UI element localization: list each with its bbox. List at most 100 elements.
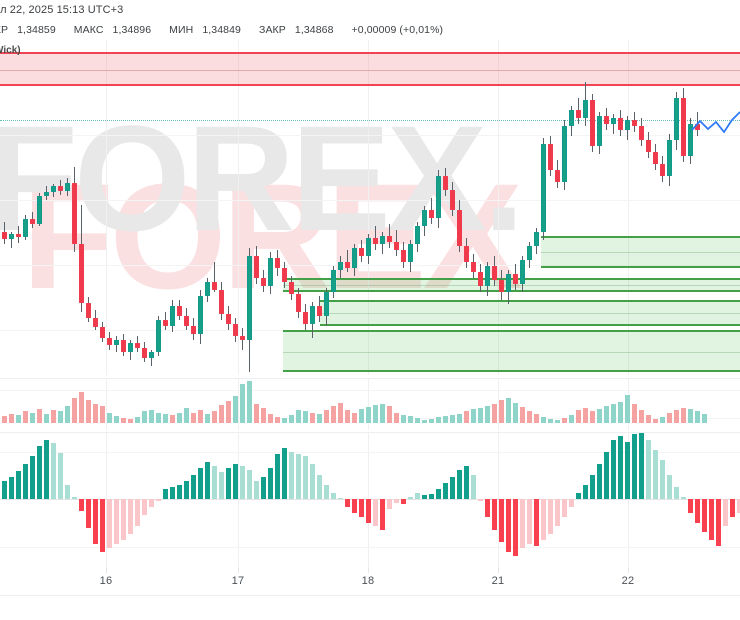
volume-bar[interactable]	[247, 381, 253, 423]
volume-bar[interactable]	[667, 412, 673, 423]
demand-zone[interactable]	[320, 300, 740, 326]
volume-bar[interactable]	[681, 408, 687, 423]
macd-histogram-bar[interactable]	[317, 474, 323, 499]
volume-bar[interactable]	[2, 415, 8, 423]
time-axis-pane[interactable]: 16 17 18 21 22	[0, 567, 740, 620]
volume-bar[interactable]	[562, 417, 568, 423]
candlestick[interactable]	[282, 40, 288, 375]
candlestick[interactable]	[632, 40, 638, 375]
candlestick[interactable]	[233, 40, 239, 375]
volume-bar[interactable]	[569, 414, 575, 423]
demand-zone[interactable]	[283, 330, 740, 372]
volume-bar[interactable]	[177, 412, 183, 423]
candlestick[interactable]	[310, 40, 316, 375]
candlestick[interactable]	[527, 40, 533, 375]
macd-histogram-bar[interactable]	[289, 452, 295, 499]
macd-histogram-bar[interactable]	[695, 499, 701, 524]
macd-histogram-bar[interactable]	[58, 453, 64, 499]
candlestick[interactable]	[352, 40, 358, 375]
volume-bar[interactable]	[695, 411, 701, 423]
macd-histogram-bar[interactable]	[688, 499, 694, 514]
volume-bar[interactable]	[590, 411, 596, 423]
volume-bar[interactable]	[415, 417, 421, 423]
volume-bar[interactable]	[548, 418, 554, 423]
macd-histogram-bar[interactable]	[100, 499, 106, 553]
candlestick[interactable]	[408, 40, 414, 375]
macd-histogram-bar[interactable]	[625, 441, 631, 499]
macd-histogram-bar[interactable]	[737, 499, 740, 514]
macd-histogram-bar[interactable]	[37, 445, 43, 499]
candlestick[interactable]	[345, 40, 351, 375]
macd-histogram-bar[interactable]	[23, 464, 29, 499]
candlestick[interactable]	[268, 40, 274, 375]
candlestick[interactable]	[569, 40, 575, 375]
macd-histogram-bar[interactable]	[555, 499, 561, 526]
macd-histogram-bar[interactable]	[268, 468, 274, 499]
volume-bar[interactable]	[79, 391, 85, 423]
macd-histogram-bar[interactable]	[163, 488, 169, 499]
candlestick[interactable]	[254, 40, 260, 375]
macd-histogram-bar[interactable]	[51, 442, 57, 499]
volume-bar[interactable]	[9, 413, 15, 423]
macd-histogram-bar[interactable]	[86, 499, 92, 528]
candlestick[interactable]	[499, 40, 505, 375]
volume-bar[interactable]	[142, 411, 148, 423]
candlestick[interactable]	[58, 40, 64, 375]
candlestick[interactable]	[688, 40, 694, 375]
volume-bar[interactable]	[408, 415, 414, 423]
macd-histogram-bar[interactable]	[653, 450, 659, 499]
macd-histogram-bar[interactable]	[296, 454, 302, 499]
candlestick[interactable]	[492, 40, 498, 375]
volume-bar[interactable]	[37, 409, 43, 423]
candlestick[interactable]	[149, 40, 155, 375]
macd-histogram-bar[interactable]	[597, 464, 603, 499]
macd-histogram-bar[interactable]	[9, 476, 15, 499]
candlestick[interactable]	[576, 40, 582, 375]
candlestick[interactable]	[296, 40, 302, 375]
volume-bar[interactable]	[198, 410, 204, 423]
macd-histogram-bar[interactable]	[107, 499, 113, 548]
candlestick[interactable]	[170, 40, 176, 375]
macd-histogram-bar[interactable]	[632, 433, 638, 499]
macd-histogram-bar[interactable]	[331, 492, 337, 499]
macd-histogram-bar[interactable]	[618, 435, 624, 499]
macd-histogram-bar[interactable]	[65, 484, 71, 499]
volume-bar[interactable]	[429, 418, 435, 423]
volume-bar[interactable]	[625, 394, 631, 423]
candlestick[interactable]	[562, 40, 568, 375]
candlestick[interactable]	[86, 40, 92, 375]
candlestick[interactable]	[121, 40, 127, 375]
candlestick[interactable]	[191, 40, 197, 375]
macd-histogram-bar[interactable]	[156, 499, 162, 502]
macd-histogram-bar[interactable]	[177, 484, 183, 499]
candlestick[interactable]	[548, 40, 554, 375]
candlestick[interactable]	[107, 40, 113, 375]
volume-bar[interactable]	[394, 412, 400, 423]
volume-bar[interactable]	[660, 416, 666, 423]
candlestick[interactable]	[226, 40, 232, 375]
volume-bar[interactable]	[471, 409, 477, 423]
macd-histogram-bar[interactable]	[562, 499, 568, 518]
volume-bar[interactable]	[65, 406, 71, 423]
macd-histogram-bar[interactable]	[408, 496, 414, 499]
candlestick[interactable]	[338, 40, 344, 375]
candlestick[interactable]	[394, 40, 400, 375]
macd-histogram-bar[interactable]	[170, 486, 176, 499]
volume-bar[interactable]	[30, 412, 36, 423]
candlestick[interactable]	[422, 40, 428, 375]
volume-bar[interactable]	[457, 413, 463, 423]
candlestick[interactable]	[79, 40, 85, 375]
volume-bar[interactable]	[618, 402, 624, 423]
macd-histogram-bar[interactable]	[583, 484, 589, 499]
volume-bar[interactable]	[317, 413, 323, 423]
volume-bar[interactable]	[401, 414, 407, 423]
macd-histogram-bar[interactable]	[2, 480, 8, 499]
candlestick[interactable]	[660, 40, 666, 375]
macd-histogram-bar[interactable]	[492, 499, 498, 530]
macd-histogram-bar[interactable]	[723, 499, 729, 526]
candlestick[interactable]	[23, 40, 29, 375]
macd-histogram-bar[interactable]	[709, 499, 715, 540]
candlestick[interactable]	[429, 40, 435, 375]
volume-bar[interactable]	[527, 411, 533, 423]
macd-histogram-bar[interactable]	[324, 484, 330, 499]
